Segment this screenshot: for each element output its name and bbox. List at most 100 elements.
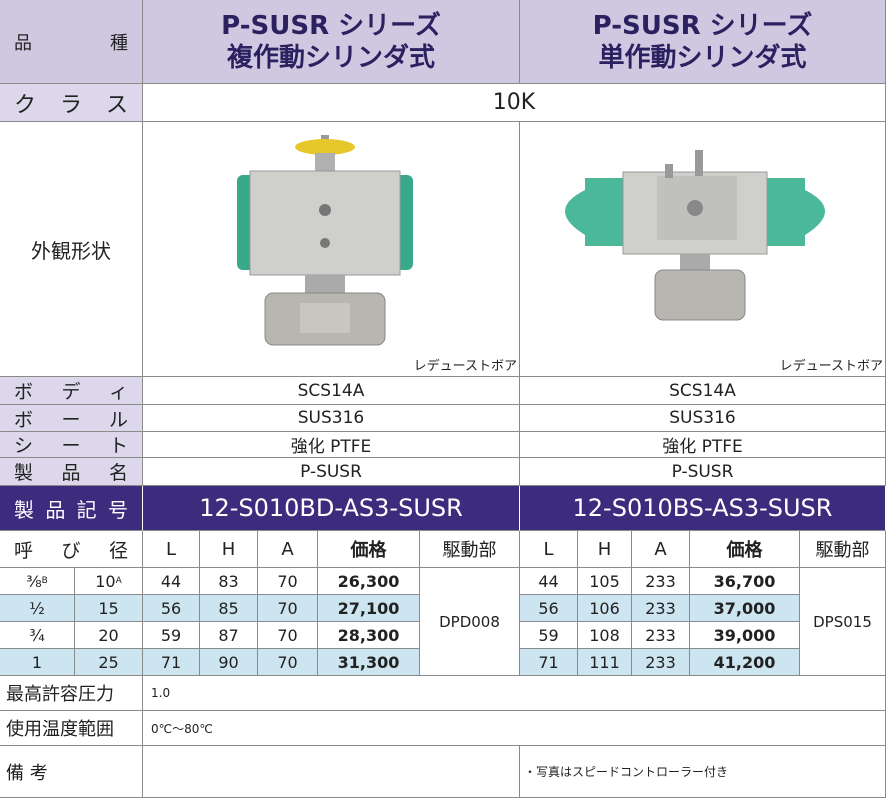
- inch-unit: B: [41, 576, 48, 586]
- spec-value: SCS14A: [520, 377, 886, 405]
- photo-note: レデューストボア: [413, 359, 517, 374]
- size-mm: 25: [75, 649, 143, 676]
- size-inch: ½: [0, 595, 75, 622]
- spec-value: P-SUSR: [520, 458, 886, 486]
- size-col-head: L: [143, 531, 200, 568]
- spec-label: ボ デ ィ: [0, 377, 143, 405]
- dimension: 44: [143, 568, 200, 595]
- dimension: 233: [632, 622, 690, 649]
- size-col-head: 駆動部: [800, 531, 886, 568]
- label-text: ク ラ ス: [14, 92, 128, 118]
- footer-value: 0℃～80℃: [143, 711, 886, 746]
- code-value: 12-S010BS-AS3-SUSR: [520, 486, 886, 531]
- header-series: P-SUSR シリーズ 複作動シリンダ式: [143, 0, 520, 84]
- size-col-head: L: [520, 531, 578, 568]
- series-line: 単作動シリンダ式: [598, 42, 807, 73]
- mm: 15: [98, 598, 119, 618]
- appearance-label: 外観形状: [0, 122, 143, 377]
- mm: 10: [95, 571, 116, 591]
- price: 39,000: [690, 622, 800, 649]
- dimension: 233: [632, 595, 690, 622]
- dimension: 87: [200, 622, 258, 649]
- mm: 25: [98, 652, 119, 672]
- size-mm: 20: [75, 622, 143, 649]
- dimension: 111: [578, 649, 632, 676]
- dimension: 70: [258, 568, 318, 595]
- dimension: 83: [200, 568, 258, 595]
- spec-value: SCS14A: [143, 377, 520, 405]
- valve-photo-double: [237, 135, 413, 346]
- label-text: 呼 び 径: [14, 539, 128, 562]
- dimension: 90: [200, 649, 258, 676]
- header-series: P-SUSR シリーズ 単作動シリンダ式: [520, 0, 886, 84]
- label-text: ボ デ ィ: [14, 381, 128, 403]
- size-mm: 15: [75, 595, 143, 622]
- spec-label: 製 品 名: [0, 458, 143, 486]
- dimension: 105: [578, 568, 632, 595]
- size-col-head: 駆動部: [420, 531, 520, 568]
- label-text: 製 品 名: [14, 462, 128, 484]
- price: 36,700: [690, 568, 800, 595]
- size-col-head: 価格: [318, 531, 420, 568]
- photo-note: レデューストボア: [779, 359, 883, 374]
- footer-label: 備 考: [0, 746, 143, 798]
- dimension: 233: [632, 568, 690, 595]
- size-col-head: A: [632, 531, 690, 568]
- inch: 1: [31, 652, 43, 672]
- spec-label: ボ ー ル: [0, 405, 143, 432]
- dimension: 56: [520, 595, 578, 622]
- footer-label: 使用温度範囲: [0, 711, 143, 746]
- footer-empty: [143, 746, 520, 798]
- mm: 20: [98, 625, 119, 645]
- size-inch: 1: [0, 649, 75, 676]
- size-col-head: H: [578, 531, 632, 568]
- code-value: 12-S010BD-AS3-SUSR: [143, 486, 520, 531]
- dimension: 106: [578, 595, 632, 622]
- photo-cell: レデューストボア: [143, 122, 520, 377]
- inch: ¾: [29, 625, 45, 645]
- dimension: 70: [258, 595, 318, 622]
- spec-value: 強化 PTFE: [143, 432, 520, 458]
- spec-value: SUS316: [143, 405, 520, 432]
- price: 27,100: [318, 595, 420, 622]
- series-line: P-SUSR シリーズ: [221, 10, 441, 41]
- dimension: 70: [258, 649, 318, 676]
- valve-photo-single: [565, 150, 825, 321]
- inch: ½: [29, 598, 45, 618]
- series-line: 複作動シリンダ式: [226, 42, 435, 73]
- label-text: 製品記号: [14, 497, 128, 522]
- spec-value: 強化 PTFE: [520, 432, 886, 458]
- spec-label: シ ー ト: [0, 432, 143, 458]
- dimension: 108: [578, 622, 632, 649]
- size-col-head: 価格: [690, 531, 800, 568]
- size-col-head: H: [200, 531, 258, 568]
- class-label: ク ラ ス: [0, 84, 143, 122]
- dimension: 59: [143, 622, 200, 649]
- drive-unit: DPS015: [800, 568, 886, 676]
- size-col-head: A: [258, 531, 318, 568]
- footer-value: 1.0: [143, 676, 886, 711]
- price: 28,300: [318, 622, 420, 649]
- price: 41,200: [690, 649, 800, 676]
- code-label: 製品記号: [0, 486, 143, 531]
- spec-value: SUS316: [520, 405, 886, 432]
- header-label: 品 種: [0, 0, 143, 84]
- price: 31,300: [318, 649, 420, 676]
- class-value: 10K: [143, 84, 886, 122]
- footer-label: 最高許容圧力: [0, 676, 143, 711]
- dimension: 59: [520, 622, 578, 649]
- dimension: 71: [520, 649, 578, 676]
- dimension: 233: [632, 649, 690, 676]
- dimension: 71: [143, 649, 200, 676]
- label-text: シ ー ト: [14, 435, 128, 457]
- dimension: 70: [258, 622, 318, 649]
- footer-note: ・写真はスピードコントローラー付き: [520, 746, 886, 798]
- mm-unit: A: [115, 576, 122, 586]
- size-label: 呼 び 径: [0, 531, 143, 568]
- size-inch: ¾: [0, 622, 75, 649]
- dimension: 85: [200, 595, 258, 622]
- dimension: 44: [520, 568, 578, 595]
- price: 26,300: [318, 568, 420, 595]
